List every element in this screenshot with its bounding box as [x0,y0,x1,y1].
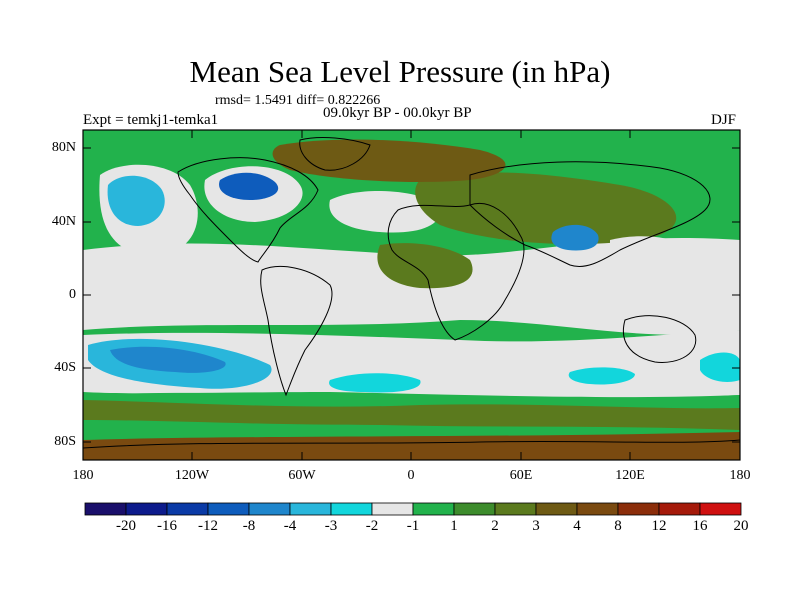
lon-label-180e: 180 [729,468,751,483]
colorbar-swatch [453,502,496,516]
field-south-pacific-core [110,346,226,373]
colorbar-label: 8 [614,518,622,534]
stats-text: rmsd= 1.5491 diff= 0.822266 [215,93,381,108]
field-atlantic [329,190,441,233]
colorbar-swatch [699,502,742,516]
colorbar-swatch [412,502,455,516]
colorbar-label: -4 [283,518,297,534]
field-antarctica [83,432,740,460]
lat-label-40n: 40N [51,214,76,229]
lat-label-80n: 80N [51,140,76,155]
colorbar-label: -8 [242,518,256,534]
field-southeast-asia [610,236,721,320]
lon-ticks [82,130,741,460]
lon-label-120e: 120E [615,468,645,483]
colorbar-swatch [658,502,701,516]
colorbar-swatch [494,502,537,516]
colorbar-label: -20 [116,518,136,534]
lat-ticks [83,147,740,443]
colorbar-label: 3 [532,518,540,534]
colorbar-label: 12 [651,518,667,534]
field-hudson-low [219,172,279,200]
colorbar-swatch [330,502,373,516]
field-indian-low [568,367,635,385]
colorbar-label: -12 [198,518,218,534]
season-label: DJF [711,112,737,128]
colorbar-swatch [84,502,127,516]
colorbar-swatch [289,502,332,516]
colorbar-swatch [207,502,250,516]
experiment-label: Expt = temkj1-temka1 [83,112,219,128]
field-eurasia [415,172,677,245]
colorbar [84,502,742,516]
field-north-pacific-low [107,175,165,226]
lon-label-0: 0 [407,468,415,483]
colorbar-swatch [166,502,209,516]
colorbar-label: -2 [365,518,379,534]
field-antarctic-high [83,400,740,430]
colorbar-swatch [248,502,291,516]
coastlines [83,137,740,449]
lat-label-80s: 80S [54,434,76,449]
colorbar-label: -1 [406,518,420,534]
colorbar-swatch [535,502,578,516]
lon-label-180w: 180 [72,468,94,483]
colorbar-swatch [617,502,660,516]
field-australia-low [700,352,740,382]
colorbar-label: 1 [450,518,458,534]
map-title: Mean Sea Level Pressure (in hPa) [189,54,611,89]
colorbar-label: 16 [692,518,708,534]
field-tibet-low [551,224,599,251]
colorbar-label: 20 [733,518,749,534]
field-arctic-high [272,139,506,182]
field-south-atlantic-low [329,373,421,393]
colorbar-label: 2 [491,518,499,534]
lat-label-40s: 40S [54,360,76,375]
field-africa [377,243,473,289]
colorbar-swatch [371,502,414,516]
lon-label-60e: 60E [509,468,533,483]
colorbar-label: -16 [157,518,177,534]
lon-label-60w: 60W [288,468,316,483]
period-label: 09.0kyr BP - 00.0kyr BP [323,105,472,121]
colorbar-label: -3 [324,518,338,534]
colorbar-swatch [576,502,619,516]
lat-label-0: 0 [69,287,76,302]
pressure-field [83,130,740,460]
colorbar-swatch [125,502,168,516]
colorbar-label: 4 [573,518,581,534]
lon-label-120w: 120W [174,468,210,483]
